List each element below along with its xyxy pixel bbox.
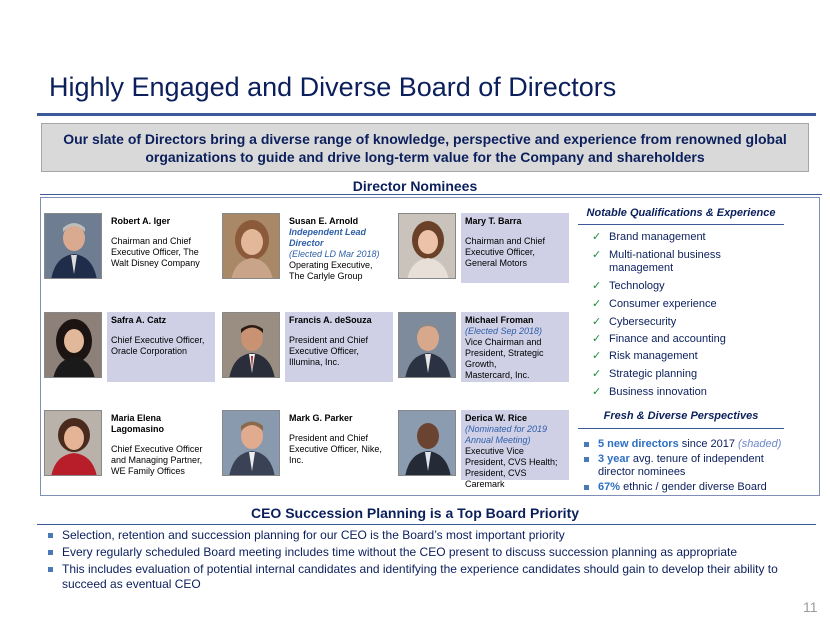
list-item: 67% ethnic / gender diverse Board (584, 481, 792, 494)
square-bullet-icon (584, 442, 589, 447)
check-icon: ✓ (592, 316, 602, 328)
director-note: (Elected LD Mar 2018) (289, 249, 380, 259)
director-role: Operating Executive, The Carlyle Group (289, 260, 373, 281)
check-icon: ✓ (592, 386, 602, 398)
director-role: Chief Executive Officer, Oracle Corporat… (111, 335, 205, 356)
intro-banner: Our slate of Directors bring a diverse r… (41, 123, 809, 172)
list-item: ✓ Technology (592, 280, 665, 292)
title-divider (37, 113, 816, 116)
director-photo (44, 312, 102, 378)
check-icon: ✓ (592, 368, 602, 380)
director-name: Robert A. Iger (111, 216, 171, 226)
director-photo (222, 312, 280, 378)
square-bullet-icon (584, 457, 589, 462)
list-item: 5 new directors since 2017 (shaded) (584, 438, 792, 451)
director-note: (Nominated for 2019 Annual Meeting) (465, 424, 548, 445)
square-bullet-icon (48, 567, 53, 572)
fresh-divider (578, 428, 784, 429)
director-role: Chief Executive Officer and Managing Par… (111, 444, 203, 476)
list-item: Selection, retention and succession plan… (45, 528, 785, 543)
ceo-divider (37, 524, 816, 525)
ceo-heading: CEO Succession Planning is a Top Board P… (250, 505, 580, 521)
director-role: Executive Vice President, CVS Health; Pr… (465, 446, 558, 489)
qualifications-list: ✓ Brand management ✓ Multi-national busine… (592, 231, 782, 399)
check-icon: ✓ (592, 249, 602, 261)
page-title: Highly Engaged and Diverse Board of Dire… (49, 72, 617, 102)
director-photo (222, 410, 280, 476)
list-item: 3 year avg. tenure of independent direct… (584, 453, 792, 479)
director-role: Vice Chairman and President, Strategic G… (465, 337, 544, 369)
director-lead-title: Independent Lead Director (289, 227, 367, 248)
director-photo (398, 312, 456, 378)
director-role: Chairman and Chief Executive Officer, Th… (111, 236, 200, 268)
check-icon: ✓ (592, 231, 602, 243)
nominees-divider (40, 194, 822, 195)
director-note: (Elected Sep 2018) (465, 326, 543, 336)
director-role: President and Chief Executive Officer, I… (289, 335, 369, 367)
list-item: ✓ Multi-national business management (592, 249, 721, 274)
list-item: This includes evaluation of potential in… (45, 562, 785, 592)
square-bullet-icon (48, 533, 53, 538)
check-icon: ✓ (592, 350, 602, 362)
qualifications-divider (578, 224, 784, 225)
list-item: ✓ Business innovation (592, 386, 707, 398)
director-name: Mary T. Barra (465, 216, 522, 226)
list-item: ✓ Finance and accounting (592, 333, 726, 345)
qualifications-heading: Notable Qualifications & Experience (586, 207, 776, 219)
ceo-bullets: Selection, retention and succession plan… (45, 528, 785, 594)
director-name: Michael Froman (465, 315, 534, 325)
director-photo (222, 213, 280, 279)
director-name: Derica W. Rice (465, 413, 528, 423)
list-item: Every regularly scheduled Board meeting … (45, 545, 785, 560)
nominees-heading: Director Nominees (352, 178, 478, 194)
director-name: Mark G. Parker (289, 413, 353, 423)
director-name: Francis A. deSouza (289, 315, 372, 325)
list-item: ✓ Consumer experience (592, 298, 717, 310)
director-name: Maria Elena Lagomasino (111, 413, 165, 434)
list-item: ✓ Brand management (592, 231, 706, 243)
check-icon: ✓ (592, 280, 602, 292)
list-item: ✓ Strategic planning (592, 368, 698, 380)
director-photo (398, 410, 456, 476)
nominees-panel (40, 197, 820, 496)
fresh-heading: Fresh & Diverse Perspectives (603, 410, 759, 422)
square-bullet-icon (48, 550, 53, 555)
director-role: Chairman and Chief Executive Officer, Ge… (465, 236, 546, 268)
list-item: ✓ Risk management (592, 350, 698, 362)
director-name: Susan E. Arnold (289, 216, 359, 226)
fresh-list: 5 new directors since 2017 (shaded) 3 ye… (584, 438, 792, 494)
director-photo (44, 213, 102, 279)
director-role: Mastercard, Inc. (465, 370, 530, 380)
check-icon: ✓ (592, 333, 602, 345)
page-number: 11 (803, 599, 818, 615)
check-icon: ✓ (592, 298, 602, 310)
list-item: ✓ Cybersecurity (592, 316, 677, 328)
director-name: Safra A. Catz (111, 315, 167, 325)
director-photo (398, 213, 456, 279)
director-photo (44, 410, 102, 476)
director-role: President and Chief Executive Officer, N… (289, 433, 382, 465)
square-bullet-icon (584, 485, 589, 490)
